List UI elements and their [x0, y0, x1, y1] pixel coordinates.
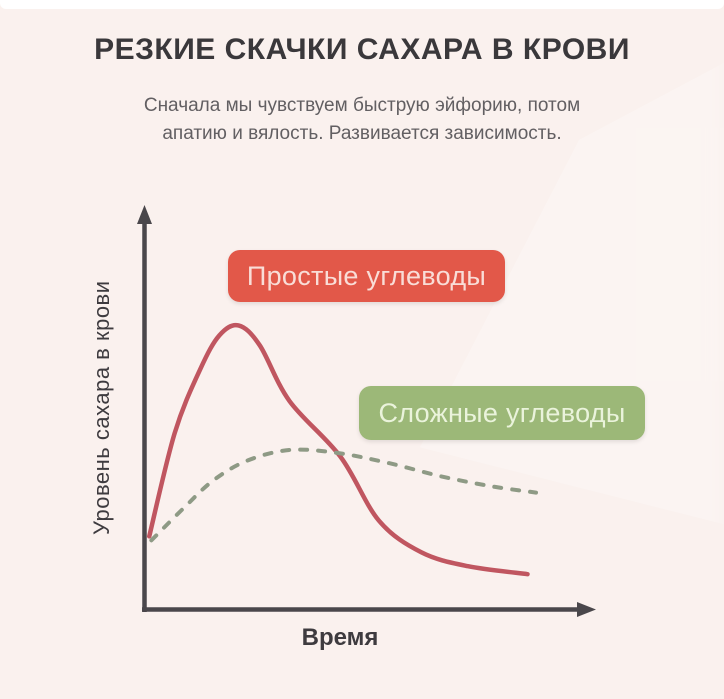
y-axis-arrow-icon: [137, 205, 152, 224]
legend-badge-complex-carbs: Сложные углеводы: [359, 386, 645, 440]
page-subtitle: Сначала мы чувствуем быструю эйфорию, по…: [0, 92, 724, 148]
x-axis-arrow-icon: [577, 602, 596, 617]
simple-carbs-curve: [147, 322, 530, 577]
page-title: РЕЗКИЕ СКАЧКИ САХАРА В КРОВИ: [94, 33, 630, 66]
subtitle-line-1: Сначала мы чувствуем быструю эйфорию, по…: [143, 95, 581, 116]
x-axis-label: Время: [301, 624, 379, 651]
top-white-strip: [0, 0, 724, 9]
legend-badge-simple-carbs: Простые углеводы: [228, 250, 505, 302]
subtitle-line-2: апатию и вялость. Развивается зависимост…: [162, 123, 562, 144]
